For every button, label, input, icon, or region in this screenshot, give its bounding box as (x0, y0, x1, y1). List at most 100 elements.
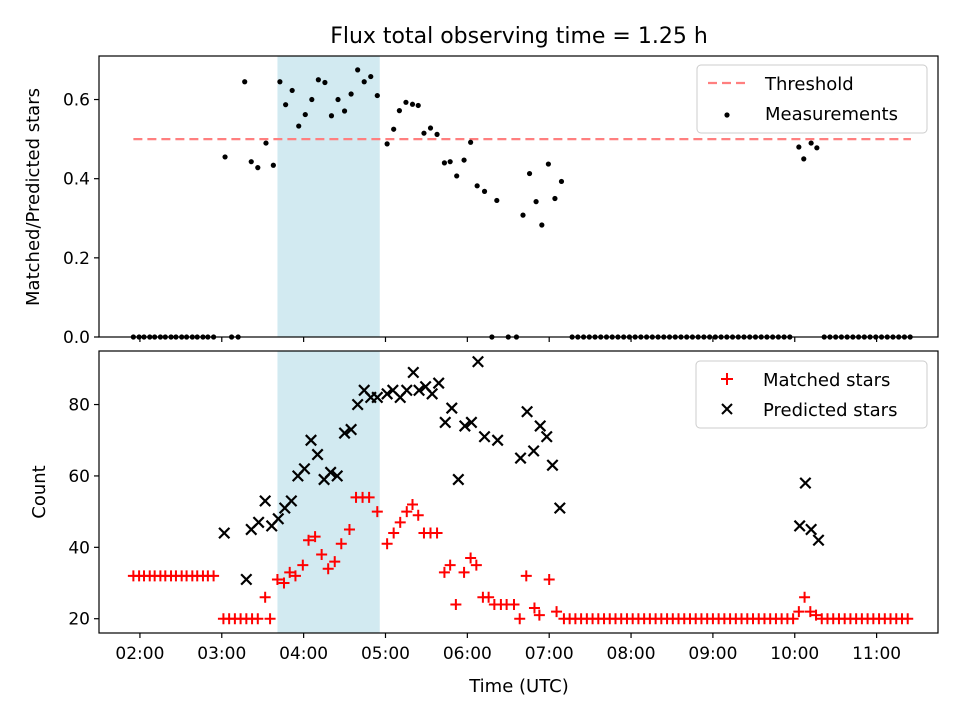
bottom-y-tick-label: 40 (68, 538, 90, 558)
matched-star-point (444, 559, 456, 571)
predicted-star-point (439, 416, 452, 429)
measurement-point (255, 165, 261, 171)
measurement-point (302, 111, 308, 118)
measurement-point (409, 101, 416, 107)
matched-star-point (804, 606, 816, 618)
top-axes-frame (98, 55, 939, 338)
predicted-star-point (465, 416, 478, 429)
predicted-star-point (452, 473, 465, 486)
matched-star-point (297, 559, 309, 571)
predicted-star-point (381, 387, 394, 400)
measurement-point (283, 102, 289, 108)
matched-star-point (533, 609, 545, 621)
measurement-point (474, 183, 480, 189)
measurement-point (796, 144, 802, 150)
measurement-point (263, 140, 269, 146)
measurement-point (434, 131, 440, 137)
measurement-point (441, 160, 448, 166)
x-tick-label: 06:00 (443, 644, 492, 664)
measurement-point (277, 79, 283, 85)
matched-star-point (381, 538, 393, 550)
predicted-star-point (534, 419, 547, 432)
x-tick-label: 02:00 (115, 644, 164, 664)
measurement-point (481, 188, 488, 194)
measurement-point (801, 156, 807, 162)
predicted-star-point (285, 494, 298, 507)
measurement-points (130, 67, 913, 340)
top-y-tick-label: 0.6 (63, 91, 90, 111)
predicted-star-point (527, 444, 540, 457)
matched-star-point (407, 498, 418, 510)
matched-star-point (252, 613, 264, 625)
matched-star-point (412, 509, 424, 521)
matched-star-point (371, 506, 383, 518)
measurement-point (808, 140, 814, 146)
predicted-star-point (338, 427, 351, 440)
matched-star-point (284, 566, 296, 578)
measurement-point (355, 67, 361, 73)
measurement-point (539, 222, 545, 228)
count-points (127, 355, 914, 625)
predicted-star-point (426, 387, 439, 400)
bottom-legend: Matched stars Predicted stars (695, 360, 928, 429)
measurement-point (415, 102, 421, 109)
measurement-point (454, 173, 460, 179)
measurement-point (270, 162, 276, 168)
matched-star-point (271, 573, 283, 585)
top-highlight-span (277, 56, 380, 337)
top-axis-ticks: 0.0 0.2 0.4 0.6 (63, 91, 878, 348)
bottom-y-tick-label: 20 (68, 610, 90, 630)
top-panel: 0.0 0.2 0.4 0.6 Matched/Predicted stars Thr… (23, 55, 939, 348)
legend-predicted-swatch (721, 403, 733, 415)
top-y-tick-label: 0.4 (63, 170, 90, 190)
matched-star-point (528, 602, 540, 614)
measurement-point (558, 178, 565, 185)
measurement-point (309, 96, 315, 103)
predicted-star-point (400, 384, 413, 397)
measurement-point (461, 157, 467, 163)
predicted-star-point (472, 355, 484, 368)
measurement-point (374, 92, 380, 99)
matched-star-point (343, 523, 355, 535)
predicted-star-point (345, 423, 358, 436)
matched-star-point (902, 613, 914, 625)
measurement-point (242, 79, 248, 85)
bottom-panel: 02:00 03:00 04:00 05:00 06:00 07:00 08:00 09:00… (29, 350, 939, 697)
matched-star-point (450, 598, 462, 610)
x-tick-label: 08:00 (607, 644, 656, 664)
legend-matched-label: Matched stars (763, 370, 890, 391)
measurement-point (322, 79, 328, 86)
matched-star-point (363, 491, 375, 503)
x-tick-label: 10:00 (770, 644, 819, 664)
measurement-point (384, 141, 390, 147)
measurement-point (520, 212, 526, 218)
matched-star-point (514, 613, 526, 625)
measurement-point (533, 199, 539, 205)
top-ylabel: Matched/Predicted stars (23, 88, 44, 306)
measurement-point (222, 154, 228, 160)
measurement-point (335, 96, 341, 103)
predicted-star-point (445, 402, 458, 415)
x-tick-label: 07:00 (525, 644, 574, 664)
measurement-point (368, 73, 374, 80)
predicted-star-point (546, 459, 559, 472)
predicted-star-point (240, 573, 253, 586)
predicted-star-point (458, 419, 471, 432)
matched-star-point (465, 552, 477, 564)
matched-star-point (259, 591, 271, 603)
measurement-point (552, 195, 558, 202)
legend-measurements-swatch (724, 112, 730, 118)
measurement-point (296, 123, 302, 129)
chart-title: Flux total observing time = 1.25 h (330, 24, 708, 49)
measurement-point (289, 87, 295, 94)
predicted-star-point (311, 448, 324, 461)
top-y-tick-label: 0.0 (63, 328, 90, 348)
measurement-point (468, 139, 474, 145)
measurement-point (814, 145, 820, 151)
predicted-star-point (478, 430, 491, 443)
predicted-star-point (252, 516, 265, 529)
measurement-point (396, 108, 403, 114)
bottom-highlight-span (277, 351, 380, 633)
matched-star-point (208, 570, 220, 582)
